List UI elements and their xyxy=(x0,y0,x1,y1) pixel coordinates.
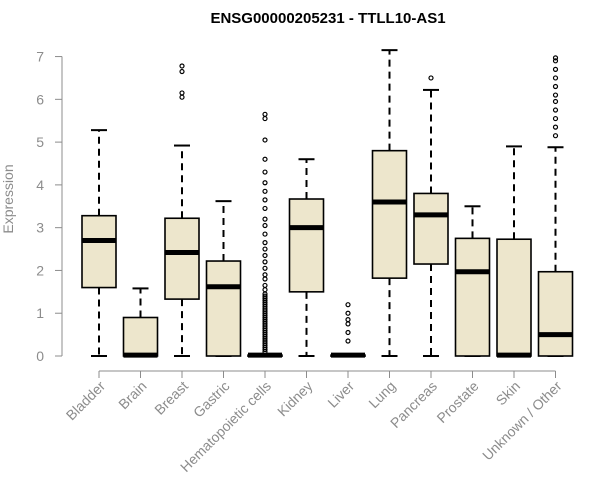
outlier-point xyxy=(262,115,268,122)
y-axis-label: Expression xyxy=(0,164,16,233)
outlier-point xyxy=(345,338,351,344)
outlier-point xyxy=(262,272,268,278)
y-tick-label: 7 xyxy=(36,49,44,65)
box-lung xyxy=(371,49,408,357)
box-body xyxy=(81,214,117,289)
outlier-point xyxy=(552,115,559,122)
box-brain xyxy=(122,287,159,358)
x-tick-label: Prostate xyxy=(433,378,481,426)
x-tick-label: Breast xyxy=(151,378,191,418)
outlier-point xyxy=(262,282,268,289)
box-hematopoietic-cells xyxy=(247,111,283,358)
outlier-point xyxy=(262,222,268,229)
outlier-point xyxy=(262,188,268,194)
box-liver xyxy=(330,302,366,358)
outlier-point xyxy=(552,66,559,72)
outlier-point xyxy=(179,63,185,69)
outlier-point xyxy=(552,58,559,64)
box-body xyxy=(454,237,491,357)
box-body xyxy=(205,260,242,357)
x-tick-label: Brain xyxy=(115,378,149,412)
box-body xyxy=(371,149,408,279)
outlier-point xyxy=(262,197,268,203)
outlier-point xyxy=(262,276,268,282)
box-skin xyxy=(496,145,532,358)
outlier-point xyxy=(262,265,268,271)
outlier-point xyxy=(345,310,351,316)
box-body xyxy=(288,198,325,293)
box-body xyxy=(122,316,159,357)
outlier-point xyxy=(262,216,268,222)
outlier-point xyxy=(552,83,559,90)
outlier-point xyxy=(262,137,268,143)
y-tick-label: 4 xyxy=(36,177,44,193)
box-unknown-other xyxy=(537,55,574,357)
x-tick-label: Lung xyxy=(365,378,398,411)
outlier-point xyxy=(428,75,434,81)
box-gastric xyxy=(205,200,242,357)
y-tick-label: 1 xyxy=(36,305,44,321)
box-body xyxy=(496,238,532,357)
box-body xyxy=(164,217,200,300)
x-tick-label: Liver xyxy=(324,378,357,411)
outlier-point xyxy=(262,169,268,175)
y-tick-label: 5 xyxy=(36,134,44,150)
outlier-point xyxy=(262,246,268,252)
outlier-point xyxy=(262,259,268,265)
outlier-point xyxy=(552,133,559,139)
outlier-point xyxy=(262,156,268,162)
x-tick-label: Bladder xyxy=(63,378,109,424)
x-tick-label: Skin xyxy=(493,378,524,409)
outlier-point xyxy=(345,317,351,323)
chart-title: ENSG00000205231 - TTLL10-AS1 xyxy=(210,10,445,27)
outlier-point xyxy=(262,111,268,117)
box-kidney xyxy=(288,158,325,357)
box-body xyxy=(413,192,449,265)
y-tick-label: 0 xyxy=(36,348,44,364)
y-tick-label: 2 xyxy=(36,262,44,278)
outlier-point xyxy=(262,231,268,237)
outlier-point xyxy=(262,287,268,293)
outlier-point xyxy=(552,92,559,98)
box-prostate xyxy=(454,205,491,357)
outlier-point xyxy=(179,94,185,100)
box-pancreas xyxy=(413,75,449,357)
outlier-point xyxy=(262,252,268,259)
outlier-point xyxy=(552,124,559,130)
box-bladder xyxy=(81,129,117,357)
outlier-point xyxy=(552,107,559,113)
x-tick-label: Kidney xyxy=(274,378,316,420)
outlier-point xyxy=(552,75,559,81)
outlier-point xyxy=(179,90,185,96)
outlier-point xyxy=(345,321,351,327)
outlier-point xyxy=(262,293,268,299)
outlier-point xyxy=(179,68,185,75)
box-body xyxy=(537,270,574,357)
outlier-point xyxy=(262,180,268,186)
x-tick-label: Unknown / Other xyxy=(479,378,565,464)
outlier-point xyxy=(552,55,559,61)
outlier-point xyxy=(345,329,351,336)
outlier-point xyxy=(345,302,351,308)
box-breast xyxy=(164,63,200,357)
boxes-group xyxy=(81,49,574,358)
y-tick-label: 6 xyxy=(36,91,44,107)
y-axis: 0 1 2 3 4 5 6 7 xyxy=(36,49,63,364)
y-tick-label: 3 xyxy=(36,220,44,236)
outlier-point xyxy=(552,98,559,105)
outlier-point xyxy=(262,205,268,212)
outlier-point xyxy=(262,240,268,246)
